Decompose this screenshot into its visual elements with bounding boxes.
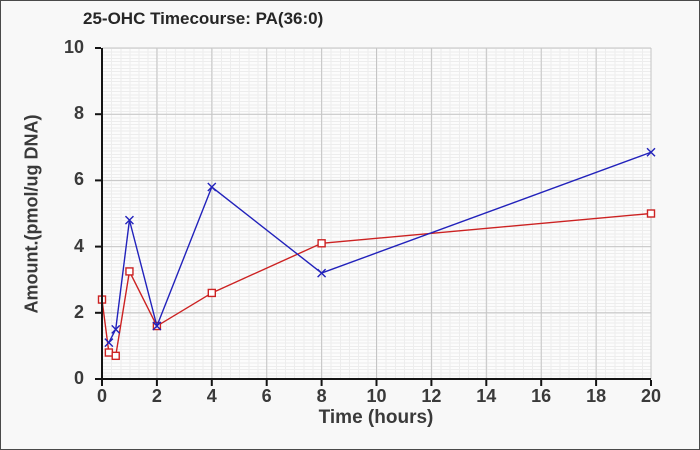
y-tick-label: 2 xyxy=(73,301,84,322)
data-point-marker-blue-x-series xyxy=(111,324,121,334)
x-tick-label: 4 xyxy=(206,386,217,406)
x-axis-label: Time (hours) xyxy=(318,407,434,428)
plot-canvas xyxy=(95,47,656,386)
y-tick-label: 4 xyxy=(73,235,84,256)
data-point-marker-blue-x-series xyxy=(152,321,162,331)
plot-area xyxy=(95,47,656,386)
x-tick-label: 12 xyxy=(421,386,442,406)
x-tick-label: 14 xyxy=(476,386,497,406)
data-point-marker-red-open-square-series xyxy=(111,351,120,361)
data-point-marker-blue-x-series xyxy=(124,215,134,225)
x-axis-tick-labels: 0 2 4 6 8 10 12 14 16 18 20 xyxy=(97,386,661,408)
y-axis-tick-labels: 0 2 4 6 8 10 xyxy=(1,37,93,388)
data-point-marker-blue-x-series xyxy=(317,268,327,278)
y-tick-label: 10 xyxy=(63,37,84,58)
x-tick-label: 2 xyxy=(151,386,162,406)
data-point-marker-blue-x-series xyxy=(646,147,656,157)
x-tick-label: 10 xyxy=(366,386,387,406)
y-tick-label: 6 xyxy=(73,169,84,190)
x-tick-label: 0 xyxy=(96,386,108,406)
y-tick-label: 0 xyxy=(73,368,84,389)
y-tick-label: 8 xyxy=(73,103,84,124)
x-tick-label: 18 xyxy=(586,386,607,406)
data-point-marker-red-open-square-series xyxy=(125,267,134,276)
data-point-marker-red-open-square-series xyxy=(207,288,217,298)
chart-title: 25-OHC Timecourse: PA(36:0) xyxy=(83,9,324,28)
data-point-marker-red-open-square-series xyxy=(104,348,114,357)
data-point-marker-blue-x-series xyxy=(104,338,114,348)
data-point-marker-blue-x-series xyxy=(207,182,217,192)
x-tick-label: 20 xyxy=(640,386,662,406)
x-tick-label: 6 xyxy=(261,386,272,406)
x-tick-label: 16 xyxy=(531,386,552,406)
data-point-marker-red-open-square-series xyxy=(317,239,326,248)
data-point-marker-red-open-square-series xyxy=(646,209,656,218)
x-tick-label: 8 xyxy=(316,386,327,406)
